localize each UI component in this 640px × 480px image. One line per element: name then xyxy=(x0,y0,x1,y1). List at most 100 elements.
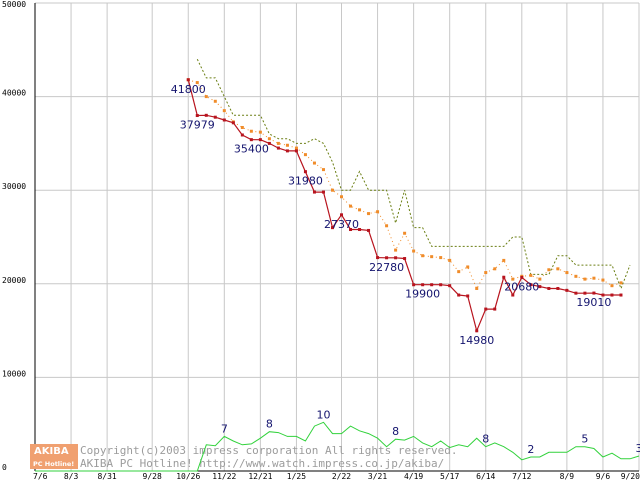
series-average-point xyxy=(448,258,452,262)
x-tick-label: 10/26 xyxy=(176,472,200,480)
series-min-point xyxy=(222,118,226,122)
series-average-point xyxy=(583,277,587,281)
series-min-point xyxy=(267,141,271,145)
site-url-text: AKIBA PC Hotline! http://www.watch.impre… xyxy=(80,457,444,470)
series-min-point xyxy=(258,138,262,142)
series-average-point xyxy=(610,284,614,288)
series-min-point xyxy=(376,256,380,260)
series-average-point xyxy=(619,281,623,285)
logo-background xyxy=(30,444,78,469)
series-average-point xyxy=(421,254,425,258)
count-annotation: 10 xyxy=(316,408,330,421)
series-min-point xyxy=(303,170,307,174)
akiba-logo: AKIBA PC Hotline! xyxy=(30,444,78,469)
x-tick-label: 5/17 xyxy=(440,472,459,480)
series-min-point xyxy=(439,283,443,287)
series-average-point xyxy=(276,141,280,145)
series-average-point xyxy=(240,125,244,129)
x-tick-label: 4/19 xyxy=(404,472,423,480)
count-annotation: 8 xyxy=(266,418,273,431)
x-tick-label: 9/6 xyxy=(596,472,611,480)
series-min-point xyxy=(430,283,434,287)
series-min-point xyxy=(249,138,253,142)
series-average-point xyxy=(358,208,362,212)
y-tick-label: 50000 xyxy=(2,0,26,9)
series-min-point xyxy=(231,121,235,125)
series-min-point xyxy=(574,291,578,295)
series-min-point xyxy=(547,286,551,290)
series-average-point xyxy=(529,273,533,277)
series-min-point xyxy=(619,293,623,297)
x-tick-label: 3/21 xyxy=(368,472,387,480)
series-min-point xyxy=(538,285,542,289)
count-annotation: 2 xyxy=(527,443,534,456)
series-average-point xyxy=(267,137,271,141)
logo-line1: AKIBA xyxy=(34,446,69,457)
series-average-point xyxy=(484,271,488,275)
series-average-point xyxy=(285,143,289,147)
price-annotation: 35400 xyxy=(234,143,269,156)
watermark: AKIBA PC Hotline! Copyright(c)2003 impre… xyxy=(30,444,458,470)
logo-line2: PC Hotline! xyxy=(33,460,74,468)
series-min-point xyxy=(330,226,334,230)
series-min-point xyxy=(520,275,524,279)
series-min-point xyxy=(358,228,362,232)
series-min-point xyxy=(448,284,452,288)
series-average-point xyxy=(222,109,226,113)
series-average-point xyxy=(439,256,443,260)
count-annotation: 7 xyxy=(221,422,228,435)
series-average-point xyxy=(601,278,605,282)
series-min-point xyxy=(412,283,416,287)
series-average-point xyxy=(565,271,569,275)
series-average-point xyxy=(258,130,262,134)
x-tick-label: 2/22 xyxy=(332,472,351,480)
data-labels: 41800 37979 35400 31980 27370 22780 19900 14980… xyxy=(171,83,640,456)
series-average-point xyxy=(574,274,578,278)
series-min-point xyxy=(340,213,344,217)
x-tick-label: 12/21 xyxy=(248,472,272,480)
y-tick-label: 0 xyxy=(2,463,7,472)
series-average-point xyxy=(412,249,416,253)
series-min-point xyxy=(240,133,244,137)
series-min-point xyxy=(511,293,515,297)
series-min-point xyxy=(583,291,587,295)
series-average-point xyxy=(195,81,199,85)
series-min-point xyxy=(195,114,199,118)
price-annotation: 20680 xyxy=(504,280,539,293)
series-average-point xyxy=(547,268,551,272)
series-min-point xyxy=(601,293,605,297)
series-min-point xyxy=(466,294,470,298)
series-min-point xyxy=(502,275,506,279)
series-min-point xyxy=(457,293,461,297)
series-min-point xyxy=(186,78,190,82)
axes xyxy=(34,3,639,472)
series-average-point xyxy=(204,95,208,99)
price-annotation: 41800 xyxy=(171,83,206,96)
series-group xyxy=(35,58,640,472)
series-average-point xyxy=(249,129,253,133)
series-average-point xyxy=(321,168,325,172)
series-min-point xyxy=(385,256,389,260)
point-markers xyxy=(186,78,623,333)
series-min-point xyxy=(556,286,560,290)
x-tick-label: 6/14 xyxy=(476,472,495,480)
series-min-point xyxy=(529,283,533,287)
series-average-point xyxy=(403,231,407,235)
series-average-point xyxy=(511,277,515,281)
series-min-point xyxy=(592,291,596,295)
grid xyxy=(34,2,640,471)
series-max-line xyxy=(196,58,631,290)
x-tick-label: 9/20 xyxy=(621,472,640,480)
series-average-point xyxy=(457,270,461,274)
price-annotation: 19900 xyxy=(405,288,440,301)
series-average-point xyxy=(538,277,542,281)
series-min-point xyxy=(285,149,289,153)
y-tick-label: 20000 xyxy=(2,276,26,285)
series-min-point xyxy=(493,307,497,311)
copyright-text: Copyright(c)2003 impress corporation All… xyxy=(80,444,458,457)
price-annotation: 27370 xyxy=(324,218,359,231)
series-average-point xyxy=(430,255,434,259)
series-min-point xyxy=(321,190,325,194)
